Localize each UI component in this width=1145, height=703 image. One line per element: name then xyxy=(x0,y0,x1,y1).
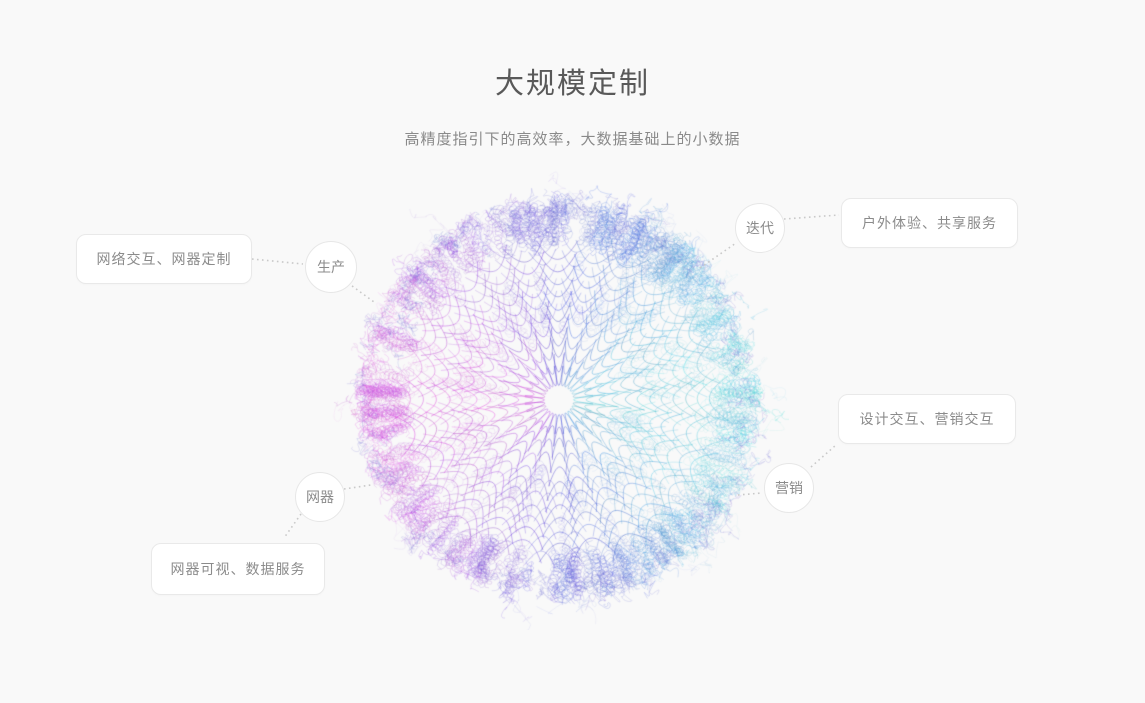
generative-sphere-graphic xyxy=(329,170,789,630)
connector-production-box xyxy=(251,258,304,265)
connector-iteration-box xyxy=(783,214,840,220)
label-box-design-interaction: 设计交互、营销交互 xyxy=(838,394,1016,444)
label-box-outdoor-experience: 户外体验、共享服务 xyxy=(841,198,1018,248)
node-circle-device: 网器 xyxy=(295,472,345,522)
label-box-text: 网络交互、网器定制 xyxy=(96,251,232,267)
connector-device-box xyxy=(283,513,302,539)
label-box-text: 网器可视、数据服务 xyxy=(170,561,306,577)
node-circle-text: 营销 xyxy=(775,480,803,496)
label-box-text: 户外体验、共享服务 xyxy=(862,215,997,231)
page-subtitle: 高精度指引下的高效率，大数据基础上的小数据 xyxy=(404,131,741,148)
node-circle-production: 生产 xyxy=(305,241,357,293)
label-box-network-interaction: 网络交互、网器定制 xyxy=(76,234,252,284)
section-header: 大规模定制 高精度指引下的高效率，大数据基础上的小数据 xyxy=(0,0,1145,149)
label-box-text: 设计交互、营销交互 xyxy=(859,411,995,427)
node-circle-text: 迭代 xyxy=(746,220,774,236)
connector-marketing-box xyxy=(810,444,837,468)
page-title: 大规模定制 xyxy=(494,68,650,100)
label-box-device-visualization: 网器可视、数据服务 xyxy=(151,543,325,595)
node-circle-text: 生产 xyxy=(317,259,345,275)
node-circle-marketing: 营销 xyxy=(764,463,814,513)
node-circle-iteration: 迭代 xyxy=(735,203,785,253)
node-circle-text: 网器 xyxy=(306,489,334,505)
